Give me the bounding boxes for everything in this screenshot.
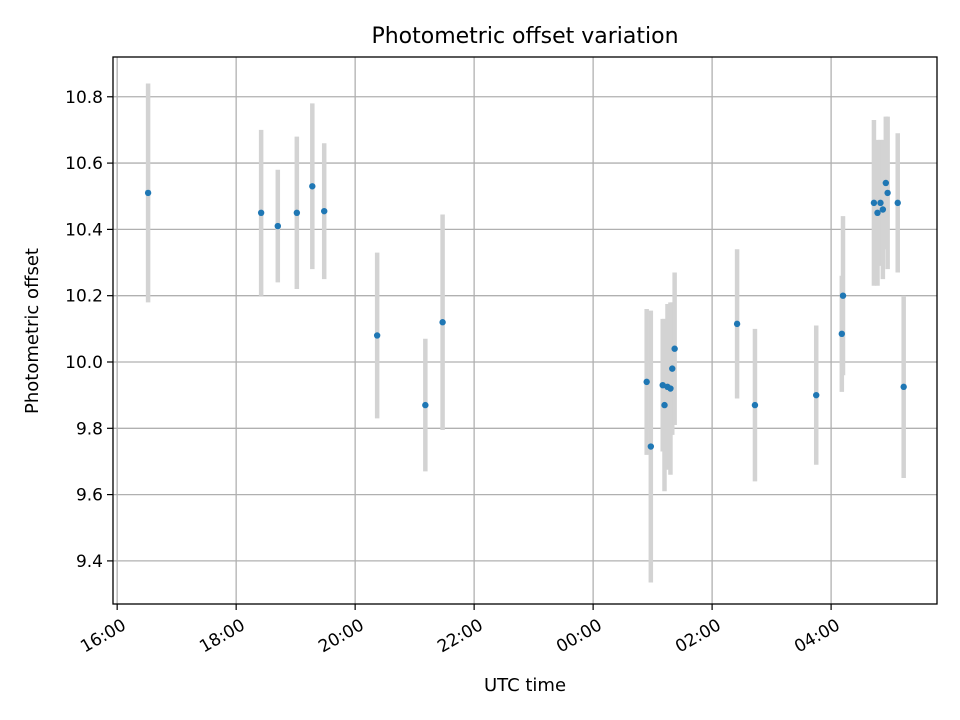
y-tick-label: 10.8 — [65, 88, 103, 108]
y-tick-label: 10.0 — [65, 353, 103, 373]
y-axis-ticks: 9.4 9.6 9.8 10.0 10.2 10.4 10.6 10.8 — [65, 88, 113, 572]
data-point — [274, 222, 281, 230]
data-point — [894, 199, 901, 207]
y-tick-label: 9.8 — [76, 419, 103, 439]
data-point — [373, 332, 381, 339]
data-point — [874, 209, 881, 217]
data-point — [870, 199, 878, 207]
data-point — [900, 383, 907, 391]
data-points — [144, 179, 907, 450]
plot-frame — [112, 56, 938, 605]
gridlines — [113, 57, 937, 604]
data-point — [647, 443, 655, 450]
data-point — [813, 391, 820, 399]
data-point — [643, 378, 650, 386]
data-point — [293, 209, 301, 217]
data-point — [661, 401, 668, 409]
y-tick-label: 10.4 — [65, 220, 103, 240]
y-tick-label: 10.6 — [65, 154, 103, 174]
data-point — [257, 209, 265, 217]
data-point — [877, 199, 884, 207]
data-point — [667, 385, 674, 392]
data-point — [839, 292, 847, 299]
chart-title: Photometric offset variation — [371, 24, 678, 49]
data-point — [884, 189, 891, 197]
x-axis-label: UTC time — [484, 675, 566, 696]
data-point — [838, 330, 846, 338]
y-tick-label: 9.6 — [76, 486, 103, 506]
data-point — [669, 365, 676, 372]
data-point — [751, 401, 759, 409]
data-point — [879, 206, 887, 213]
y-tick-label: 9.4 — [76, 552, 103, 572]
data-point — [144, 189, 152, 197]
data-point — [671, 345, 678, 352]
data-point — [439, 319, 446, 326]
y-tick-label: 10.2 — [65, 287, 103, 307]
data-point — [321, 207, 328, 215]
y-axis-label: Photometric offset — [22, 248, 43, 414]
data-point — [733, 320, 741, 328]
data-point — [309, 183, 316, 190]
data-point — [422, 401, 429, 409]
data-point — [882, 179, 890, 187]
